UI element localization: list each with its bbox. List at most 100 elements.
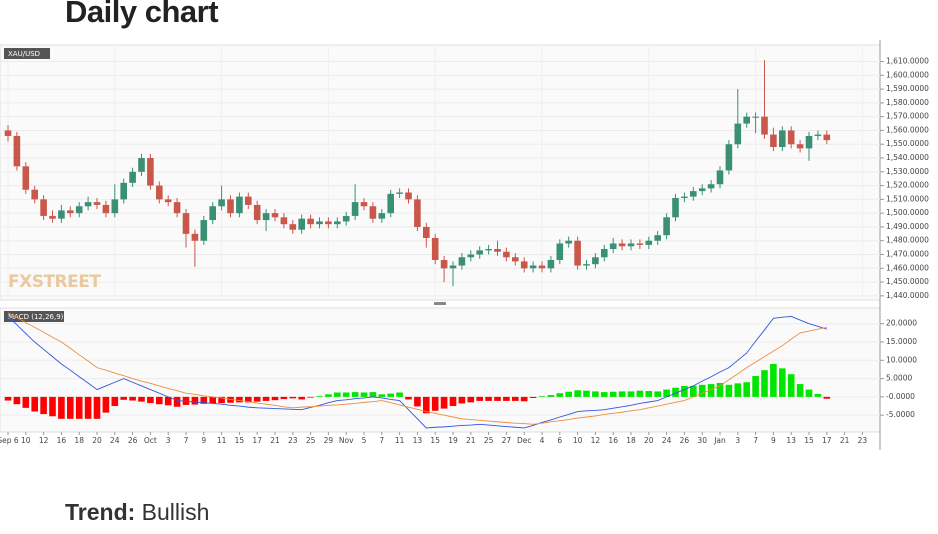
candle-body	[164, 199, 172, 203]
candle-body	[814, 134, 822, 136]
candle-body	[512, 257, 519, 262]
candle-body	[67, 210, 74, 214]
candle-body	[449, 265, 457, 269]
x-tick-label: 16	[57, 436, 67, 445]
candle-body	[13, 135, 21, 167]
histogram-bar	[601, 392, 608, 397]
histogram-bar	[271, 396, 279, 401]
y-tick-label: 1,540.0000	[886, 153, 929, 162]
candle-body	[378, 213, 386, 219]
y-tick-label: 1,500.0000	[886, 208, 929, 217]
histogram-bar	[743, 382, 750, 397]
candle-body	[431, 237, 439, 261]
candle-body	[182, 213, 190, 234]
candle-body	[787, 130, 795, 145]
candle-body	[31, 189, 38, 200]
histogram-bar	[494, 396, 501, 401]
symbol-badge	[4, 48, 50, 59]
histogram-bar	[761, 370, 768, 397]
histogram-bar	[609, 391, 617, 397]
candle-body	[805, 135, 813, 149]
x-tick-label: 25	[306, 436, 316, 445]
candle-body	[156, 185, 163, 200]
histogram-bar	[280, 396, 288, 400]
x-tick-label: 23	[858, 436, 868, 445]
x-tick-label: 24	[662, 436, 672, 445]
y-tick-label: -0.0000	[886, 392, 915, 401]
histogram-bar	[476, 396, 483, 401]
histogram-bar	[734, 383, 742, 397]
candle-body	[245, 196, 252, 205]
x-tick-label: 10	[21, 436, 31, 445]
x-tick-label: 4	[540, 436, 545, 445]
trend-value: Bullish	[141, 499, 210, 525]
candle-body	[672, 198, 679, 218]
histogram-bar	[129, 396, 136, 401]
x-tick-label: 26	[680, 436, 690, 445]
candle-body	[529, 265, 537, 269]
histogram-bar	[289, 396, 297, 399]
histogram-bar	[556, 393, 564, 397]
watermark: FXSTREET	[8, 272, 101, 292]
indicator-badge	[4, 311, 64, 322]
candle-body	[253, 204, 261, 221]
histogram-bar	[547, 395, 555, 397]
x-tick-label: 5	[362, 436, 367, 445]
candle-body	[298, 218, 305, 230]
y-tick-label: 1,610.0000	[886, 57, 929, 66]
heading: Daily chart	[65, 0, 219, 29]
candle-body	[592, 257, 599, 265]
histogram-bar	[583, 390, 590, 397]
candle-body	[752, 116, 759, 118]
candle-body	[218, 199, 225, 207]
indicator-label: MACD (12,26,9)	[8, 313, 64, 321]
candle-body	[734, 123, 742, 145]
histogram-bar	[414, 396, 421, 407]
candle-body	[503, 251, 510, 258]
candle-body	[396, 192, 403, 194]
candle-body	[458, 257, 466, 266]
x-tick-label: 12	[39, 436, 49, 445]
x-tick-label: 26	[128, 436, 138, 445]
histogram-bar	[440, 396, 448, 409]
histogram-bar	[654, 391, 661, 397]
x-tick-label: 21	[270, 436, 280, 445]
x-tick-label: 16	[608, 436, 618, 445]
histogram-bar	[787, 374, 795, 397]
histogram-bar	[236, 396, 243, 403]
histogram-bar	[253, 396, 261, 402]
candle-body	[663, 217, 670, 236]
x-tick-label: 7	[184, 436, 189, 445]
symbol-label: XAU/USD	[8, 50, 40, 58]
histogram-bar	[779, 368, 786, 397]
candle-body	[316, 221, 323, 225]
x-tick-label: 11	[217, 436, 227, 445]
y-tick-label: 1,600.0000	[886, 70, 929, 79]
histogram-bar	[156, 396, 163, 405]
histogram-bar	[681, 385, 688, 397]
candle-body	[209, 206, 216, 221]
candle-body	[574, 240, 581, 266]
candle-body	[360, 202, 368, 207]
histogram-bar	[467, 396, 475, 403]
histogram-bar	[378, 394, 386, 397]
x-tick-label: 12	[591, 436, 601, 445]
y-tick-label: 20.0000	[886, 319, 917, 328]
candle-body	[761, 116, 768, 135]
y-tick-label: 1,470.0000	[886, 250, 929, 259]
x-tick-label: 15	[430, 436, 440, 445]
x-tick-label: 27	[502, 436, 512, 445]
panel-handle	[434, 302, 446, 305]
candle-body	[102, 204, 110, 214]
x-tick-label: 6	[557, 436, 562, 445]
x-tick-label: 24	[110, 436, 120, 445]
histogram-bar	[396, 392, 403, 397]
x-tick-label: 25	[484, 436, 494, 445]
x-tick-label: 3	[166, 436, 171, 445]
candle-body	[129, 171, 136, 183]
candle-body	[618, 243, 626, 247]
panel-background	[0, 307, 881, 433]
histogram-bar	[369, 392, 377, 397]
candle-body	[414, 199, 421, 227]
trend-label: Trend:	[65, 499, 136, 525]
